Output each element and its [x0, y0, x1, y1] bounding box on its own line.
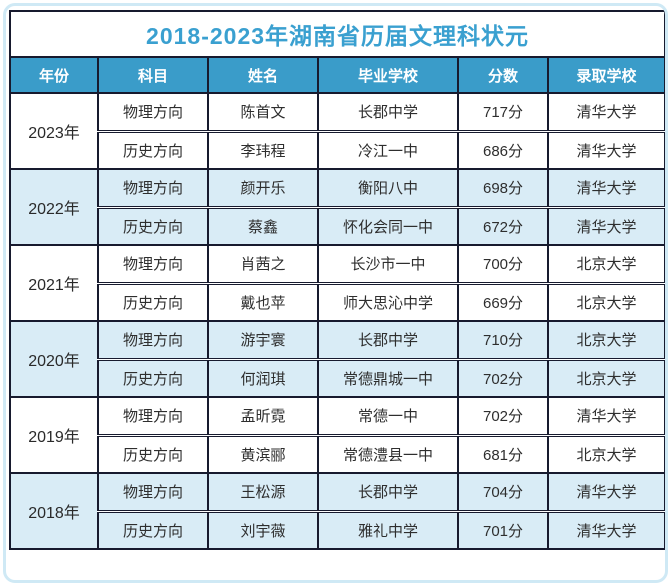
- year-cell-2020: 2020年: [9, 320, 99, 398]
- score-cell: 704分: [457, 472, 549, 513]
- table-row: 2019年 物理方向 孟昕霓 常德一中 702分 清华大学: [9, 396, 665, 474]
- top-scorers-table: 2018-2023年湖南省历届文理科状元 年份 科目 姓名 毕业学校 分数 录取…: [8, 10, 665, 550]
- subject-cell: 历史方向: [97, 205, 209, 246]
- table-row: 2020年 物理方向 游宇寰 长郡中学 710分 北京大学: [9, 320, 665, 398]
- school-cell: 常德鼎城一中: [317, 357, 459, 398]
- score-cell: 717分: [457, 92, 549, 133]
- name-cell: 李玮程: [207, 129, 319, 170]
- header-name: 姓名: [207, 56, 319, 94]
- year-cell-2021: 2021年: [9, 244, 99, 322]
- subject-cell: 历史方向: [97, 433, 209, 474]
- score-cell: 710分: [457, 320, 549, 361]
- university-cell: 北京大学: [546, 281, 665, 322]
- school-cell: 冷江一中: [317, 129, 459, 170]
- university-cell: 北京大学: [546, 433, 665, 474]
- table-row: 历史方向 蔡鑫 怀化会同一中 672分 清华大学: [10, 205, 665, 246]
- university-cell: 清华大学: [546, 205, 665, 246]
- school-cell: 怀化会同一中: [317, 205, 459, 246]
- school-cell: 师大思沁中学: [317, 281, 459, 322]
- subject-cell: 历史方向: [97, 129, 209, 170]
- school-cell: 衡阳八中: [317, 168, 459, 209]
- score-cell: 669分: [457, 281, 549, 322]
- subject-cell: 历史方向: [97, 357, 209, 398]
- header-university: 录取学校: [546, 56, 665, 94]
- subject-cell: 物理方向: [97, 244, 209, 285]
- name-cell: 王松源: [207, 472, 319, 513]
- table-row: 历史方向 戴也苹 师大思沁中学 669分 北京大学: [10, 281, 665, 322]
- header-school: 毕业学校: [317, 56, 459, 94]
- header-subject: 科目: [97, 56, 209, 94]
- title-row: 2018-2023年湖南省历届文理科状元: [8, 10, 665, 58]
- table-row: 2023年 物理方向 陈首文 长郡中学 717分 清华大学: [9, 92, 665, 170]
- header-row: 年份 科目 姓名 毕业学校 分数 录取学校: [9, 56, 665, 94]
- school-cell: 常德一中: [317, 396, 459, 437]
- name-cell: 陈首文: [207, 92, 319, 133]
- name-cell: 肖茜之: [207, 244, 319, 285]
- university-cell: 清华大学: [546, 472, 665, 513]
- score-cell: 672分: [457, 205, 549, 246]
- header-score: 分数: [457, 56, 549, 94]
- subject-cell: 物理方向: [97, 92, 209, 133]
- page-frame: 2018-2023年湖南省历届文理科状元 年份 科目 姓名 毕业学校 分数 录取…: [3, 3, 668, 583]
- name-cell: 黄滨郦: [207, 433, 319, 474]
- university-cell: 清华大学: [546, 509, 665, 550]
- name-cell: 戴也苹: [207, 281, 319, 322]
- year-cell-2019: 2019年: [9, 396, 99, 474]
- table-row: 2018年 物理方向 王松源 长郡中学 704分 清华大学: [9, 472, 665, 550]
- name-cell: 何润琪: [207, 357, 319, 398]
- name-cell: 颜开乐: [207, 168, 319, 209]
- school-cell: 长郡中学: [317, 472, 459, 513]
- name-cell: 游宇寰: [207, 320, 319, 361]
- university-cell: 清华大学: [546, 396, 665, 437]
- score-cell: 702分: [457, 357, 549, 398]
- school-cell: 长沙市一中: [317, 244, 459, 285]
- school-cell: 长郡中学: [317, 92, 459, 133]
- university-cell: 清华大学: [546, 168, 665, 209]
- name-cell: 孟昕霓: [207, 396, 319, 437]
- score-cell: 701分: [457, 509, 549, 550]
- table-row: 历史方向 刘宇薇 雅礼中学 701分 清华大学: [10, 509, 665, 550]
- score-cell: 681分: [457, 433, 549, 474]
- university-cell: 北京大学: [546, 244, 665, 285]
- table-row: 历史方向 黄滨郦 常德澧县一中 681分 北京大学: [10, 433, 665, 474]
- name-cell: 蔡鑫: [207, 205, 319, 246]
- subject-cell: 历史方向: [97, 281, 209, 322]
- year-cell-2018: 2018年: [9, 472, 99, 550]
- subject-cell: 物理方向: [97, 396, 209, 437]
- score-cell: 700分: [457, 244, 549, 285]
- school-cell: 长郡中学: [317, 320, 459, 361]
- score-cell: 702分: [457, 396, 549, 437]
- table-row: 历史方向 何润琪 常德鼎城一中 702分 北京大学: [10, 357, 665, 398]
- university-cell: 清华大学: [546, 92, 665, 133]
- score-cell: 686分: [457, 129, 549, 170]
- subject-cell: 物理方向: [97, 472, 209, 513]
- subject-cell: 物理方向: [97, 320, 209, 361]
- year-cell-2023: 2023年: [9, 92, 99, 170]
- university-cell: 北京大学: [546, 320, 665, 361]
- subject-cell: 历史方向: [97, 509, 209, 550]
- subject-cell: 物理方向: [97, 168, 209, 209]
- header-year: 年份: [9, 56, 99, 94]
- school-cell: 常德澧县一中: [317, 433, 459, 474]
- score-cell: 698分: [457, 168, 549, 209]
- table-row: 2021年 物理方向 肖茜之 长沙市一中 700分 北京大学: [9, 244, 665, 322]
- school-cell: 雅礼中学: [317, 509, 459, 550]
- table-row: 历史方向 李玮程 冷江一中 686分 清华大学: [10, 129, 665, 170]
- name-cell: 刘宇薇: [207, 509, 319, 550]
- page-title: 2018-2023年湖南省历届文理科状元: [8, 10, 665, 58]
- university-cell: 北京大学: [546, 357, 665, 398]
- table-row: 2022年 物理方向 颜开乐 衡阳八中 698分 清华大学: [9, 168, 665, 246]
- year-cell-2022: 2022年: [9, 168, 99, 246]
- university-cell: 清华大学: [546, 129, 665, 170]
